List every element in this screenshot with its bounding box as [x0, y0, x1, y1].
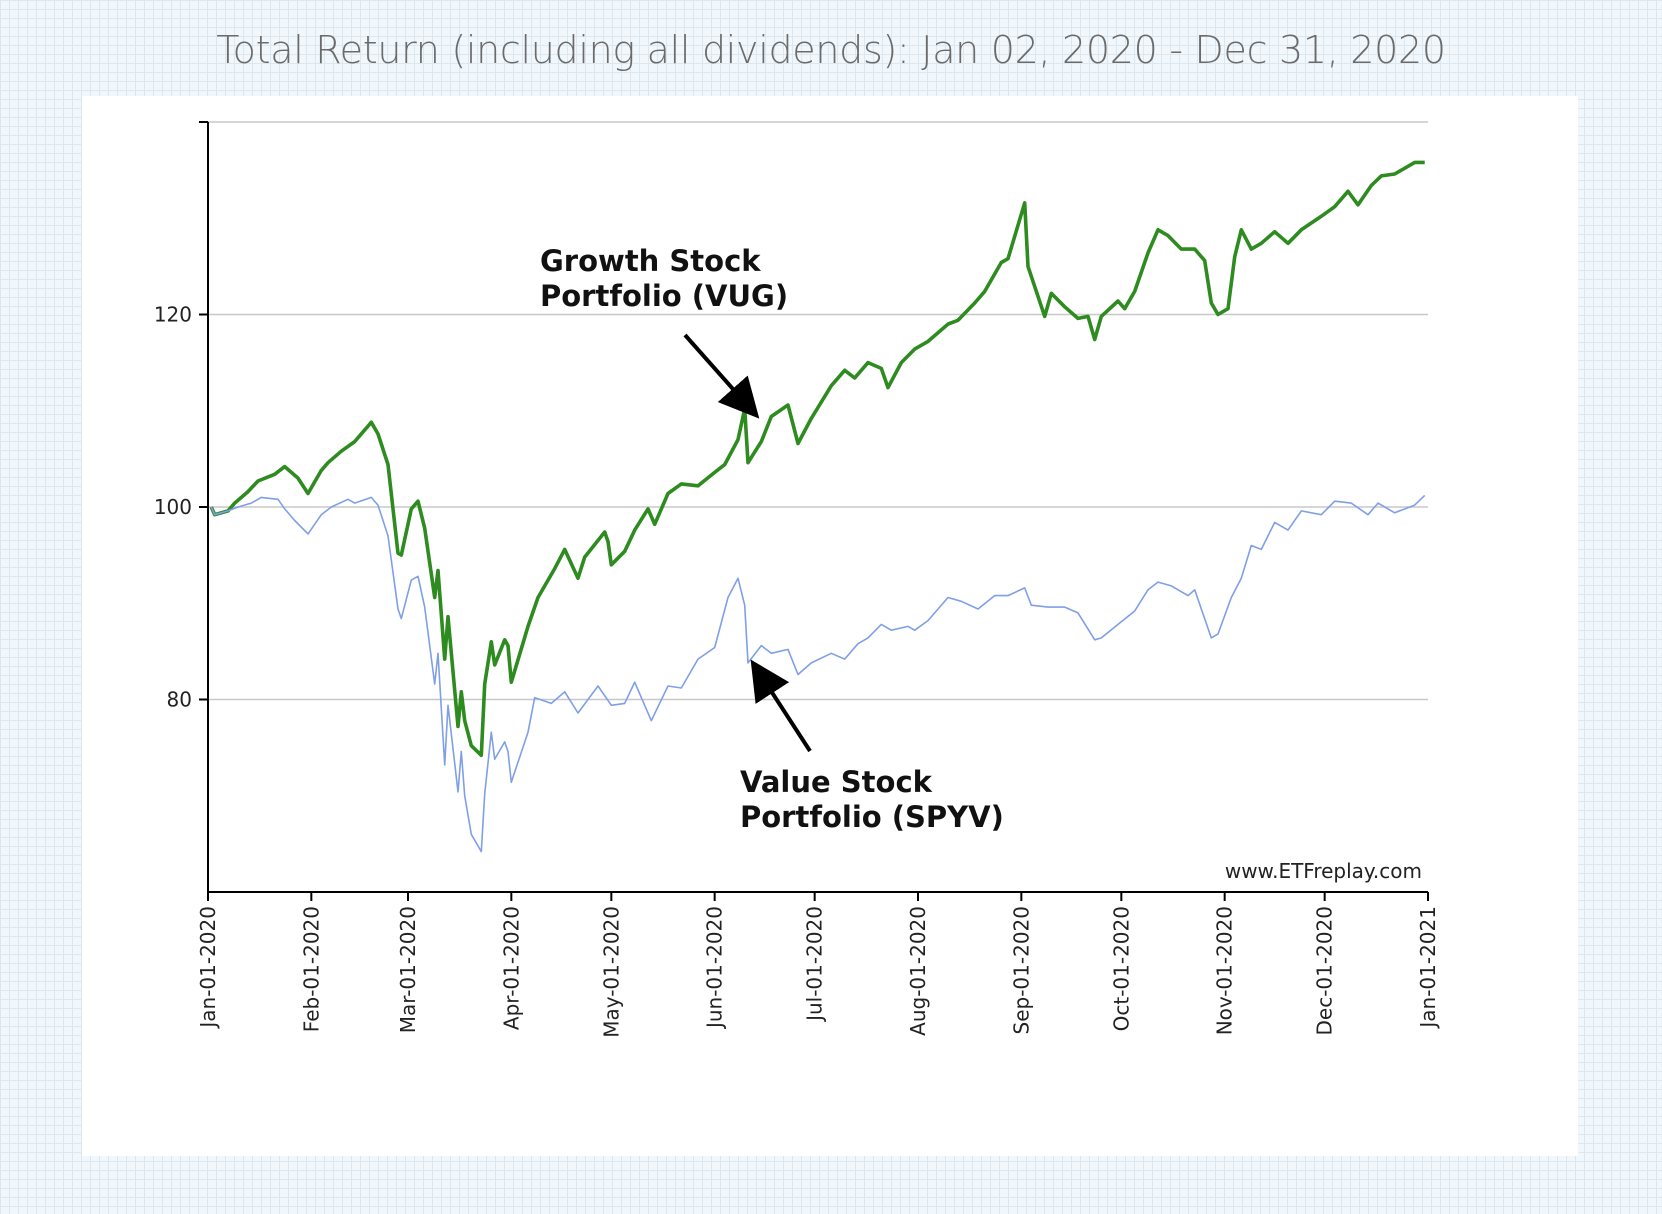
x-tick-label: Feb-01-2020 [299, 906, 323, 1032]
x-tick-label: Mar-01-2020 [396, 906, 420, 1033]
x-tick-label: Jan-01-2020 [196, 906, 220, 1030]
watermark: www.ETFreplay.com [1225, 859, 1422, 883]
line-chart: 80 100 120 Jan-01-2020 Feb-01-2020 Mar-01-202… [154, 121, 1440, 1038]
annotation-arrow-growth [683, 333, 760, 419]
annotation-label-value: Value Stock Portfolio (SPYV) [740, 765, 1004, 834]
x-tick-label: May-01-2020 [599, 906, 623, 1038]
annotation-line: Portfolio (VUG) [540, 279, 788, 313]
annotations: Growth Stock Portfolio (VUG)Value Stock Po… [540, 244, 1422, 883]
series-line-vug [209, 160, 1425, 758]
annotation-line: Value Stock [740, 765, 933, 799]
axes: 80 100 120 Jan-01-2020 Feb-01-2020 Mar-01-202… [154, 121, 1440, 1038]
x-tick-label: Aug-01-2020 [906, 906, 930, 1036]
x-tick-label: Jun-01-2020 [703, 906, 727, 1030]
annotation-line: Growth Stock [540, 244, 761, 278]
x-tick-label: Dec-01-2020 [1313, 906, 1337, 1035]
x-tick-label: Nov-01-2020 [1213, 906, 1237, 1035]
annotation-label-growth: Growth Stock Portfolio (VUG) [540, 244, 788, 313]
x-tick-label: Jan-01-2021 [1416, 906, 1440, 1030]
y-tick-label: 120 [154, 303, 192, 327]
x-tick-label: Oct-01-2020 [1109, 906, 1133, 1031]
series-group [209, 160, 1426, 853]
x-tick-label: Apr-01-2020 [499, 906, 523, 1030]
x-tick-label: Jul-01-2020 [803, 906, 827, 1023]
chart-panel: 80 100 120 Jan-01-2020 Feb-01-2020 Mar-01-202… [82, 96, 1578, 1156]
y-tick-label: 100 [154, 495, 192, 519]
series-line-spyv [210, 494, 1426, 853]
annotation-line: Portfolio (SPYV) [740, 800, 1004, 834]
y-tick-label: 80 [167, 688, 192, 712]
annotation-arrow-value [750, 659, 812, 753]
x-tick-label: Sep-01-2020 [1009, 906, 1033, 1034]
chart-title: Total Return (including all dividends): … [216, 28, 1446, 72]
